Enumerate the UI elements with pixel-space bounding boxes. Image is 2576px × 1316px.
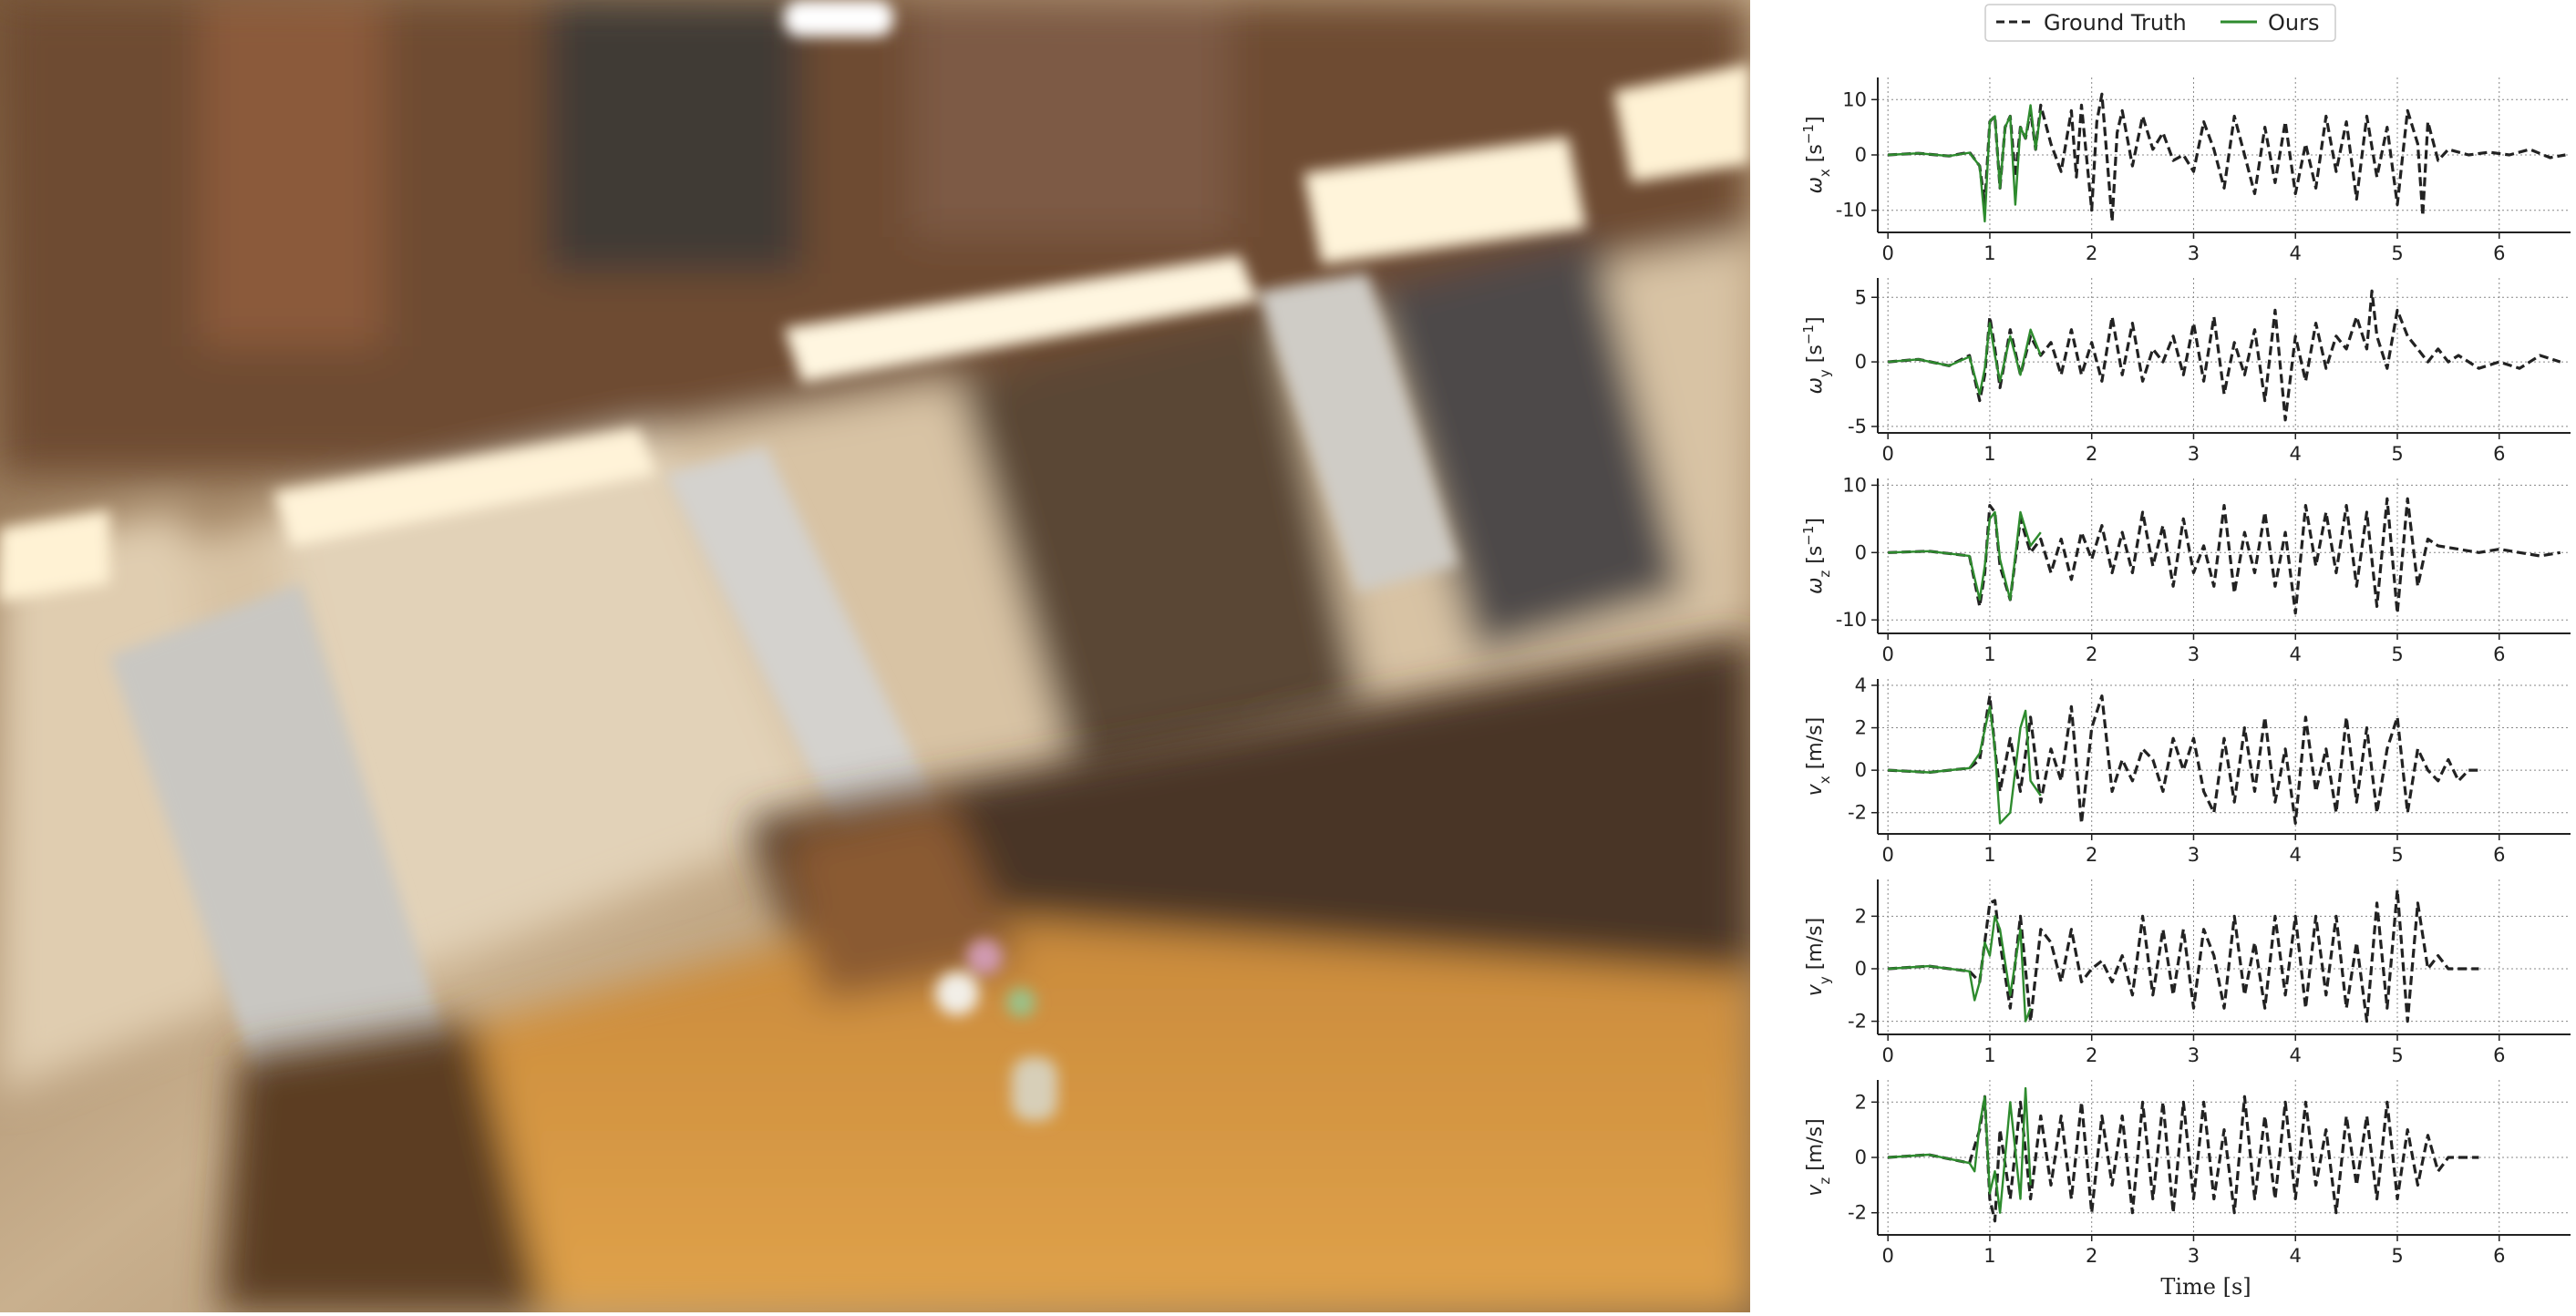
series-ours-line <box>1888 104 2042 223</box>
figure-panel: Ground Truth Ours -10 0 10 0 1 2 3 4 5 6 ωx [s−1] -… <box>1750 0 2576 1312</box>
series-ours-line <box>1888 705 2042 825</box>
x-tick-label: 6 <box>2493 844 2505 866</box>
x-tick-label: 0 <box>1881 643 1893 665</box>
y-tick-label: 0 <box>1855 958 1867 980</box>
y-tick-label: -2 <box>1848 802 1867 824</box>
x-tick-label: 0 <box>1881 1245 1893 1267</box>
x-tick-label: 6 <box>2493 1044 2505 1066</box>
series-ground-truth-line <box>1888 289 2561 422</box>
y-axis-label: vx [m/s] <box>1804 717 1833 796</box>
subplot-6: -2 0 2 0 1 2 3 4 5 6 vz [m/s] <box>1804 1080 2571 1267</box>
y-tick-label: -2 <box>1848 1202 1867 1224</box>
x-tick-label: 2 <box>2086 1245 2097 1267</box>
series-ours-line <box>1888 915 2032 1023</box>
x-tick-label: 5 <box>2391 1245 2403 1267</box>
y-tick-label: 0 <box>1855 759 1867 781</box>
x-tick-label: 4 <box>2290 242 2302 264</box>
x-tick-label: 6 <box>2493 242 2505 264</box>
y-tick-label: 0 <box>1855 541 1867 563</box>
x-tick-label: 4 <box>2290 643 2302 665</box>
series-ground-truth-line <box>1888 497 2561 615</box>
x-tick-label: 6 <box>2493 643 2505 665</box>
y-tick-label: 0 <box>1855 1146 1867 1168</box>
x-tick-label: 4 <box>2290 844 2302 866</box>
series-ground-truth-line <box>1888 1095 2479 1223</box>
series-ours-line <box>1888 322 2042 396</box>
x-tick-label: 5 <box>2391 844 2403 866</box>
x-tick-label: 1 <box>1984 1044 1995 1066</box>
subplot-3: -10 0 10 0 1 2 3 4 5 6 ωz [s−1] <box>1800 474 2571 665</box>
legend-frame <box>1984 4 2336 42</box>
y-axis-label: ωx [s−1] <box>1800 116 1833 193</box>
series-ground-truth-line <box>1888 888 2479 1023</box>
x-tick-label: 2 <box>2086 844 2097 866</box>
x-tick-label: 1 <box>1984 643 1995 665</box>
series-ours-line <box>1888 1086 2032 1214</box>
y-tick-label: -10 <box>1836 609 1867 631</box>
y-tick-label: -10 <box>1836 200 1867 221</box>
y-axis-label: ωz [s−1] <box>1800 518 1833 594</box>
x-tick-label: 2 <box>2086 242 2097 264</box>
x-tick-label: 3 <box>2188 443 2200 465</box>
subplot-2: -5 0 5 0 1 2 3 4 5 6 ωy [s−1] <box>1800 278 2571 465</box>
x-tick-label: 4 <box>2290 1044 2302 1066</box>
x-tick-label: 0 <box>1881 443 1893 465</box>
y-tick-label: -2 <box>1848 1011 1867 1033</box>
x-tick-label: 6 <box>2493 443 2505 465</box>
x-tick-label: 4 <box>2290 443 2302 465</box>
y-tick-label: 4 <box>1855 674 1867 696</box>
series-ours-line <box>1888 510 2042 601</box>
y-tick-label: 10 <box>1842 88 1867 110</box>
y-tick-label: 2 <box>1855 905 1867 927</box>
legend-label-ours: Ours <box>2268 10 2319 36</box>
x-tick-label: 3 <box>2188 1044 2200 1066</box>
x-tick-label: 5 <box>2391 643 2403 665</box>
subplot-1: -10 0 10 0 1 2 3 4 5 6 ωx [s−1] <box>1800 77 2571 264</box>
x-tick-label: 5 <box>2391 443 2403 465</box>
x-tick-label: 5 <box>2391 1044 2403 1066</box>
x-tick-label: 3 <box>2188 844 2200 866</box>
x-tick-label: 3 <box>2188 643 2200 665</box>
x-tick-label: 0 <box>1881 1044 1893 1066</box>
blurred-restaurant-photo <box>0 0 1750 1312</box>
x-tick-label: 1 <box>1984 844 1995 866</box>
x-tick-label: 5 <box>2391 242 2403 264</box>
subplot-4: -2 0 2 4 0 1 2 3 4 5 6 vx [m/s] <box>1804 674 2571 866</box>
y-tick-label: 0 <box>1855 144 1867 166</box>
series-ground-truth-line <box>1888 694 2479 826</box>
series-ground-truth-line <box>1888 92 2566 223</box>
x-axis-label: Time [s] <box>2160 1274 2251 1300</box>
x-tick-label: 2 <box>2086 643 2097 665</box>
y-tick-label: 10 <box>1842 474 1867 496</box>
x-tick-label: 0 <box>1881 242 1893 264</box>
x-tick-label: 3 <box>2188 1245 2200 1267</box>
subplot-5: -2 0 2 0 1 2 3 4 5 6 vy [m/s] <box>1804 879 2571 1066</box>
x-tick-label: 4 <box>2290 1245 2302 1267</box>
x-tick-label: 2 <box>2086 443 2097 465</box>
y-tick-label: 2 <box>1855 1091 1867 1113</box>
legend: Ground Truth Ours <box>1984 4 2336 42</box>
blurred-photo <box>0 0 1750 1312</box>
x-tick-label: 1 <box>1984 443 1995 465</box>
y-tick-label: 2 <box>1855 717 1867 739</box>
y-tick-label: -5 <box>1848 416 1867 437</box>
y-tick-label: 5 <box>1855 286 1867 308</box>
x-tick-label: 1 <box>1984 1245 1995 1267</box>
y-tick-label: 0 <box>1855 351 1867 373</box>
x-tick-label: 3 <box>2188 242 2200 264</box>
x-tick-label: 1 <box>1984 242 1995 264</box>
legend-label-ground-truth: Ground Truth <box>2044 10 2187 36</box>
x-tick-label: 6 <box>2493 1245 2505 1267</box>
x-tick-label: 0 <box>1881 844 1893 866</box>
y-axis-label: ωy [s−1] <box>1800 316 1833 394</box>
y-axis-label: vy [m/s] <box>1804 918 1833 996</box>
x-tick-label: 2 <box>2086 1044 2097 1066</box>
y-axis-label: vz [m/s] <box>1804 1118 1833 1196</box>
